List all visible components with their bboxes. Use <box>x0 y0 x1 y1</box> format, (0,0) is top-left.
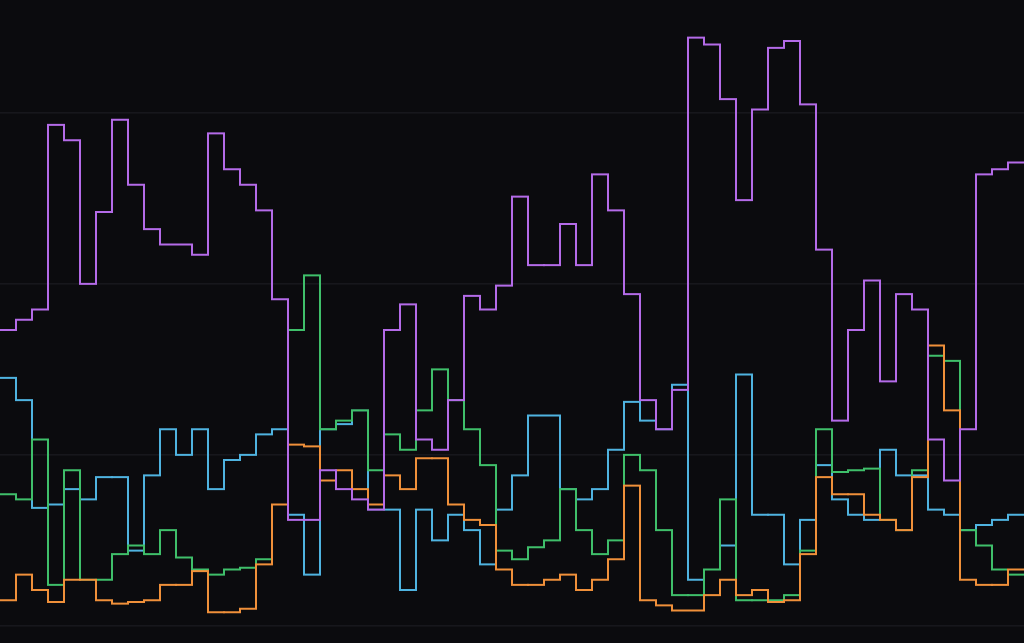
step-connector <box>15 37 1009 520</box>
